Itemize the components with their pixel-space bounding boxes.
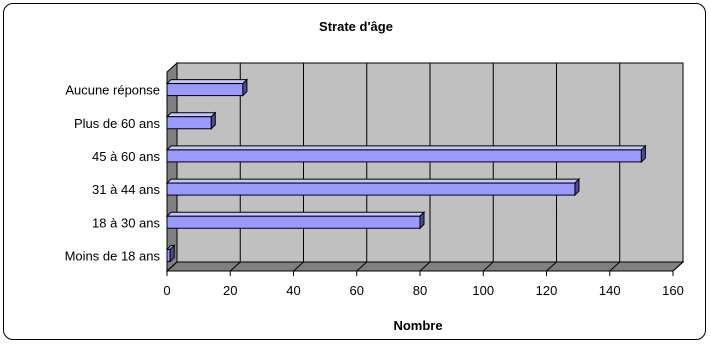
y-tick-label: 31 à 44 ans — [92, 182, 160, 197]
x-tick-label: 80 — [413, 283, 427, 298]
bar-top — [165, 112, 217, 118]
x-tick-label: 60 — [350, 283, 364, 298]
y-tick-label: 18 à 30 ans — [92, 215, 160, 230]
floor-gridline — [356, 261, 368, 272]
y-tick-label: Moins de 18 ans — [65, 248, 161, 263]
floor-gridline — [166, 261, 178, 272]
bar-side — [419, 211, 425, 230]
y-tick-label: 45 à 60 ans — [92, 149, 160, 164]
x-tick-label: 120 — [536, 283, 558, 298]
x-tick-label: 40 — [286, 283, 300, 298]
x-tick-label: 20 — [223, 283, 237, 298]
floor-gridline — [293, 261, 304, 272]
bar-side — [242, 78, 248, 97]
x-tick-label: 140 — [599, 283, 621, 298]
y-tick-label: Aucune réponse — [65, 83, 160, 98]
x-tick-label: 0 — [163, 283, 170, 298]
chart-title: Strate d'âge — [319, 19, 393, 34]
bar — [166, 83, 244, 97]
x-tick-label: 100 — [472, 283, 494, 298]
bar-top — [165, 211, 426, 217]
x-tick-label: 160 — [662, 283, 684, 298]
bar-top — [165, 79, 249, 85]
floor-gridline — [546, 261, 557, 272]
bar-top — [165, 178, 581, 184]
bar — [166, 182, 576, 196]
bar-side — [574, 177, 580, 197]
bar — [166, 215, 421, 229]
bar-top — [165, 145, 647, 151]
bar-side — [169, 244, 175, 263]
y-tick-label: Plus de 60 ans — [74, 116, 161, 131]
floor-gridline — [229, 261, 241, 272]
bar-side — [210, 111, 216, 130]
bar-side — [640, 144, 646, 164]
floor-gridline — [482, 261, 494, 272]
plot-area: 0 20 40 60 80 100 120 140 160 Moins de 18 ans 18 à… — [65, 61, 685, 298]
floor-gridline — [672, 261, 684, 272]
bar — [166, 116, 212, 130]
bar — [166, 149, 642, 163]
x-axis-title: Nombre — [393, 318, 442, 333]
floor-gridline — [609, 261, 621, 272]
floor-gridline — [419, 261, 431, 272]
